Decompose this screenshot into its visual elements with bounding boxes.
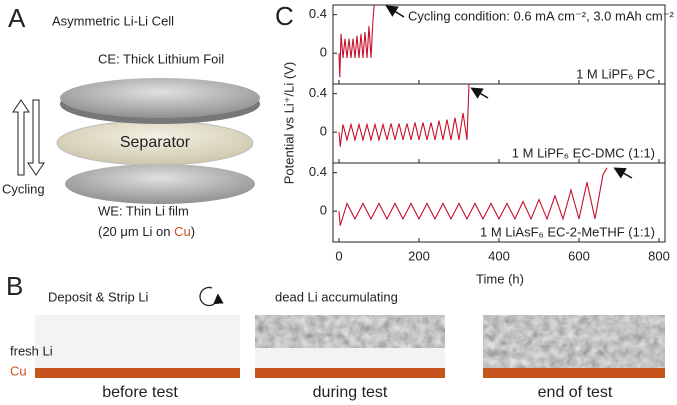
- stage-label: before test: [102, 384, 178, 401]
- y-axis-label: Potential vs Li⁺/Li (V): [281, 62, 296, 184]
- x-tick-label: 0: [335, 248, 342, 263]
- x-axis-label: Time (h): [476, 271, 524, 286]
- we-detail-text: (20 μm Li on: [98, 224, 174, 239]
- arrow: [385, 5, 405, 18]
- cycling-label: Cycling: [2, 181, 45, 196]
- panel-title: Asymmetric Li-Li Cell: [52, 13, 174, 28]
- arrow-up: [12, 99, 30, 176]
- we-label: WE: Thin Li film: [98, 203, 189, 218]
- we-detail-cu: Cu: [174, 224, 191, 239]
- series-label: 1 M LiAsF₆ EC-2-MeTHF (1:1): [480, 224, 655, 239]
- we-detail-end: ): [191, 224, 195, 239]
- ce-label: CE: Thick Lithium Foil: [98, 51, 224, 66]
- cu-foil: [255, 368, 445, 378]
- we-detail: (20 μm Li on Cu): [98, 224, 195, 239]
- arrow: [470, 87, 489, 99]
- fresh-li: [255, 348, 445, 368]
- cycle-icon: [199, 286, 224, 307]
- y-tick-label: 0.4: [309, 85, 327, 100]
- y-tick-label: 0.4: [309, 164, 327, 179]
- dead-li: [255, 315, 445, 348]
- ce-disk: [60, 78, 260, 118]
- panel-letter: B: [6, 271, 23, 301]
- dead-li: [483, 315, 665, 368]
- x-tick-label: 800: [648, 248, 670, 263]
- we-disk: [65, 164, 255, 204]
- arrow-down: [27, 99, 45, 176]
- x-tick-label: 200: [408, 248, 430, 263]
- dead-li-label: dead Li accumulating: [275, 289, 398, 304]
- series-label: 1 M LiPF₆ PC: [576, 66, 655, 81]
- separator-label: Separator: [120, 134, 191, 151]
- arrow: [613, 167, 633, 179]
- deposit-label: Deposit & Strip Li: [48, 289, 149, 304]
- y-tick-label: 0: [320, 45, 327, 60]
- series-label: 1 M LiPF₆ EC-DMC (1:1): [512, 145, 655, 160]
- cu-foil: [483, 368, 665, 378]
- x-tick-label: 400: [488, 248, 510, 263]
- stage-label: during test: [313, 384, 388, 401]
- fresh-li-label: fresh Li: [10, 343, 53, 358]
- cu-foil: [35, 368, 240, 378]
- cu-label: Cu: [10, 363, 27, 378]
- y-tick-label: 0: [320, 203, 327, 218]
- panel-letter: A: [8, 3, 26, 33]
- annotation: Cycling condition: 0.6 mA cm⁻², 3.0 mAh …: [408, 8, 675, 23]
- y-tick-label: 0: [320, 124, 327, 139]
- panel-letter: C: [275, 1, 294, 31]
- y-tick-label: 0.4: [309, 6, 327, 21]
- fresh-li: [35, 315, 240, 368]
- line: [338, 167, 608, 226]
- line: [338, 83, 470, 147]
- x-tick-label: 600: [568, 248, 590, 263]
- stage-label: end of test: [538, 384, 613, 401]
- line: [338, 4, 375, 78]
